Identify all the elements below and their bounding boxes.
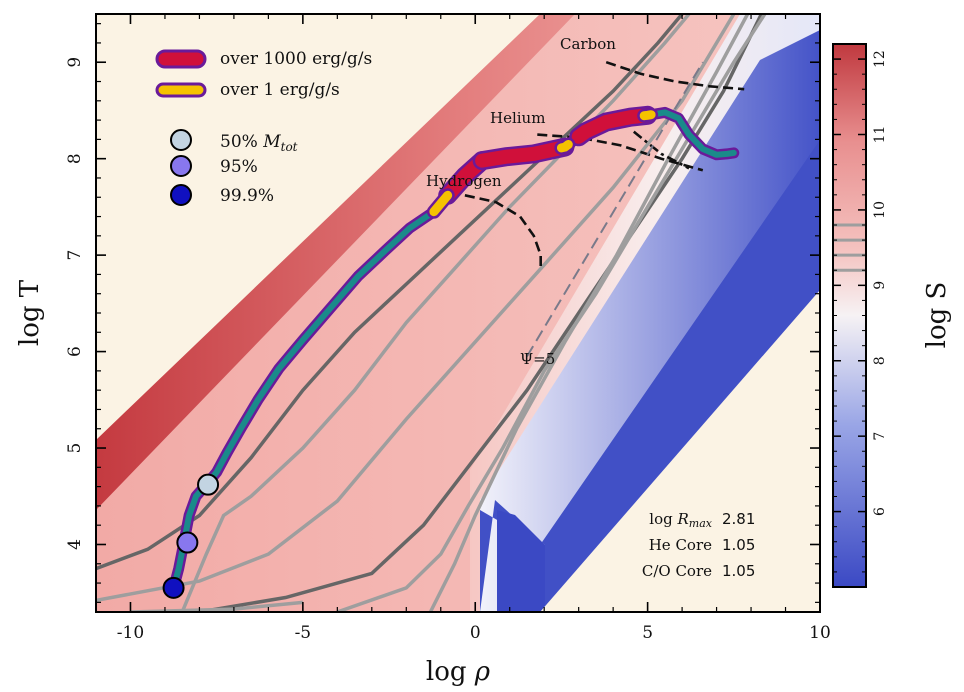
legend-m50-percent: 50% — [220, 132, 263, 152]
degenerate-core — [497, 510, 545, 612]
colorbar: 6 7 8 9 10 11 12 log S — [832, 43, 952, 588]
info-rmax-log: log — [649, 510, 677, 528]
helium-label: Helium — [490, 109, 545, 127]
carbon-label: Carbon — [560, 35, 616, 53]
y-tick-label: 7 — [65, 250, 85, 261]
y-tick-label: 6 — [65, 346, 85, 357]
y-tick-label: 5 — [65, 443, 85, 454]
legend: over 1000 erg/g/s over 1 erg/g/s 50% Mto… — [155, 49, 372, 206]
x-tick-label: 10 — [809, 623, 831, 643]
x-tick-label: 0 — [470, 623, 481, 643]
psi-label: Ψ=5 — [520, 350, 555, 368]
colorbar-ticks: 6 7 8 9 10 11 12 — [833, 43, 888, 573]
y-tick-label: 4 — [65, 539, 85, 550]
x-axis-title-rho: ρ — [474, 657, 491, 687]
burn-high-segment-1 — [475, 140, 572, 168]
isentrope-lines — [96, 14, 767, 612]
colorbar-tick-label: 8 — [872, 356, 888, 365]
plot-area — [96, 14, 820, 612]
legend-m50-label: 50% Mtot — [220, 132, 298, 154]
info-he-label: He Core — [649, 536, 712, 554]
psi-5-line — [526, 61, 704, 357]
burn-low-segment-0 — [429, 190, 453, 217]
legend-m95-label: 95% — [220, 157, 258, 177]
info-rmax-value: 2.81 — [722, 510, 755, 528]
mass-marker-1 — [197, 473, 220, 496]
legend-m50-symbol: M — [262, 132, 281, 152]
burn-low-segment-2 — [639, 110, 656, 121]
colorbar-tick-label: 11 — [872, 126, 888, 144]
info-co-value: 1.05 — [722, 562, 755, 580]
carbon-burning-line — [605, 60, 745, 91]
info-rmax-subscript: max — [689, 517, 713, 530]
hydrogen-label: Hydrogen — [426, 172, 502, 190]
x-axis-title: log ρ — [426, 657, 491, 687]
info-rmax-symbol: R — [677, 510, 689, 528]
legend-m95-marker — [170, 155, 192, 177]
helium-burning-line-dotted — [632, 130, 690, 170]
legend-burn-low-label: over 1 erg/g/s — [220, 80, 340, 100]
isentrope-6 — [428, 14, 750, 612]
colorbar-tick-label: 9 — [872, 281, 888, 290]
info-box: log Rmax 2.81 He Core 1.05 C/O Core 1.05 — [642, 510, 756, 580]
isentrope-3 — [180, 14, 691, 612]
mass-marker-2 — [176, 531, 199, 554]
colorbar-tick-label: 12 — [872, 50, 888, 68]
legend-m50-subscript: tot — [281, 140, 298, 154]
burn-low-segment-1 — [556, 140, 573, 153]
x-tick-label: -10 — [117, 623, 144, 643]
info-co-label: C/O Core — [642, 562, 712, 580]
legend-m50-marker — [170, 129, 192, 151]
y-tick-label: 9 — [65, 57, 85, 68]
info-he-value: 1.05 — [722, 536, 755, 554]
colorbar-tick-label: 6 — [872, 507, 888, 516]
x-axis-title-log: log — [426, 657, 475, 687]
y-tick-label: 8 — [65, 153, 85, 164]
colorbar-tick-label: 7 — [872, 432, 888, 441]
axis-ticks: -10 -5 0 5 10 4 5 6 7 8 9 — [65, 14, 831, 643]
legend-burn-low-swatch — [155, 82, 207, 98]
mass-marker-3 — [162, 576, 185, 599]
info-rmax-label: log Rmax — [649, 510, 712, 530]
isentrope-2 — [96, 14, 684, 571]
legend-m999-label: 99.9% — [220, 186, 274, 206]
mass-markers — [162, 473, 220, 599]
y-axis-title: log T — [15, 279, 45, 346]
legend-burn-high-label: over 1000 erg/g/s — [220, 49, 372, 69]
x-tick-label: -5 — [295, 623, 312, 643]
burn-high-segment-2 — [571, 108, 655, 144]
legend-burn-high-swatch — [155, 49, 207, 69]
legend-m999-marker — [170, 184, 192, 206]
helium-burning-line — [537, 133, 704, 172]
isentrope-1 — [96, 14, 736, 603]
colorbar-gradient — [833, 44, 866, 587]
colorbar-title: log S — [922, 282, 952, 349]
burning-threshold-lines — [464, 60, 745, 357]
colorbar-tick-label: 10 — [872, 201, 888, 219]
isentrope-5 — [336, 14, 767, 612]
upper-right-corner — [540, 290, 820, 612]
colorbar-levels — [833, 223, 866, 272]
hydrogen-burning-line — [464, 194, 542, 270]
x-tick-label: 5 — [642, 623, 653, 643]
